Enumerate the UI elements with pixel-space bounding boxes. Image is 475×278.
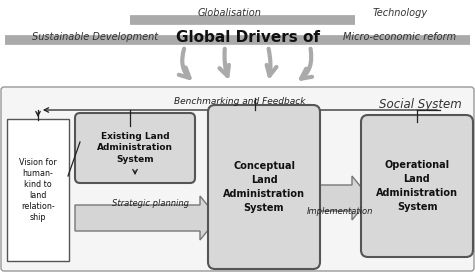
FancyBboxPatch shape xyxy=(7,119,69,261)
Text: Implementation: Implementation xyxy=(307,207,373,215)
FancyBboxPatch shape xyxy=(75,113,195,183)
FancyBboxPatch shape xyxy=(1,87,474,271)
Polygon shape xyxy=(75,196,218,240)
Text: Micro-economic reform: Micro-economic reform xyxy=(343,32,456,42)
Text: Technology: Technology xyxy=(372,8,428,18)
Text: Strategic planning: Strategic planning xyxy=(112,198,189,207)
FancyBboxPatch shape xyxy=(361,115,473,257)
Text: Global Drivers of: Global Drivers of xyxy=(176,29,320,44)
Text: Social System: Social System xyxy=(379,98,462,111)
Text: Operational
Land
Administration
System: Operational Land Administration System xyxy=(376,160,458,212)
Polygon shape xyxy=(312,176,370,220)
Text: Sustainable Development: Sustainable Development xyxy=(32,32,158,42)
Text: Vision for
human-
kind to
land
relation-
ship: Vision for human- kind to land relation-… xyxy=(19,158,57,222)
Text: Conceptual
Land
Administration
System: Conceptual Land Administration System xyxy=(223,161,305,213)
Text: Benchmarking and Feedback: Benchmarking and Feedback xyxy=(174,97,306,106)
Text: Globalisation: Globalisation xyxy=(198,8,262,18)
Text: Existing Land
Administration
System: Existing Land Administration System xyxy=(97,132,173,164)
FancyBboxPatch shape xyxy=(208,105,320,269)
